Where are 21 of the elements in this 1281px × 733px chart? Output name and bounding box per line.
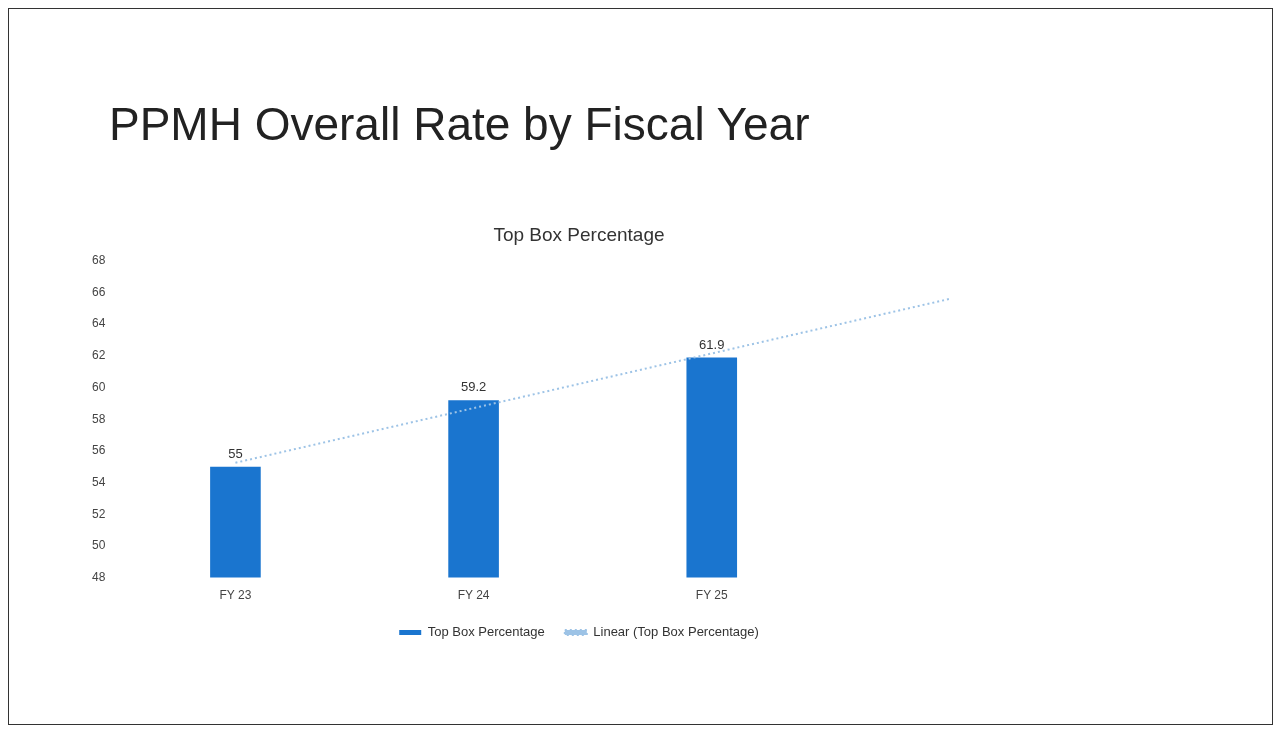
- y-tick-label: 52: [91, 506, 106, 521]
- data-label: 59.2: [460, 379, 487, 395]
- chart-title: PPMH Overall Rate by Fiscal Year: [109, 97, 810, 151]
- y-tick-label: 68: [91, 253, 106, 268]
- x-tick-label: FY 25: [695, 588, 728, 603]
- y-tick-label: 66: [91, 284, 106, 299]
- y-tick-label: 50: [91, 538, 106, 553]
- data-label: 55: [228, 445, 243, 461]
- y-tick-label: 48: [91, 569, 106, 584]
- data-label: 61.9: [699, 336, 725, 352]
- chart-subtitle: Top Box Percentage: [493, 223, 665, 245]
- legend-label: Top Box Percentage: [427, 624, 545, 640]
- y-tick-label: 54: [91, 474, 106, 489]
- x-tick-label: FY 23: [219, 588, 252, 603]
- y-tick-label: 56: [91, 443, 106, 458]
- y-tick-label: 60: [91, 379, 106, 394]
- y-tick-label: 62: [91, 348, 106, 363]
- x-tick-label: FY 24: [457, 588, 490, 603]
- legend-label: Linear (Top Box Percentage): [593, 624, 759, 640]
- y-tick-label: 64: [91, 316, 106, 331]
- y-tick-label: 58: [91, 411, 106, 426]
